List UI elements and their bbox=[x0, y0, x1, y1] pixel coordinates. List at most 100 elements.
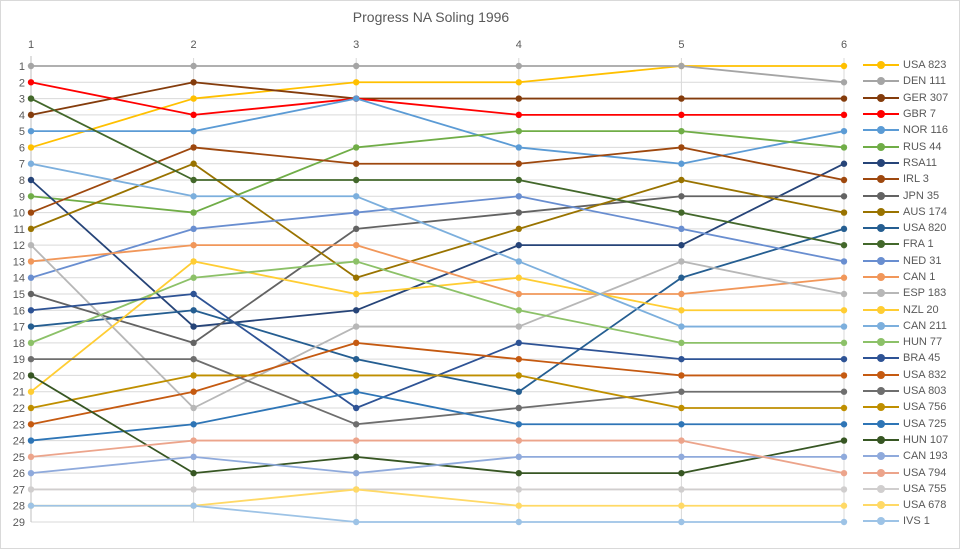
legend-item-den-111[interactable]: DEN 111 bbox=[863, 73, 959, 89]
series-marker-can-1[interactable] bbox=[515, 290, 522, 298]
series-marker-aus-174[interactable] bbox=[678, 176, 685, 184]
series-marker-rus-44[interactable] bbox=[190, 209, 197, 216]
series-marker-can-1[interactable] bbox=[840, 274, 848, 281]
series-marker-nor-116[interactable] bbox=[840, 127, 848, 135]
series-marker-gbr-7[interactable] bbox=[678, 111, 685, 119]
series-marker-aus-174[interactable] bbox=[515, 225, 522, 233]
series-line-can-1[interactable] bbox=[30, 244, 845, 295]
series-line-usa-803[interactable] bbox=[31, 358, 844, 426]
series-marker-irl-3[interactable] bbox=[678, 144, 685, 151]
series-marker-usa-678[interactable] bbox=[840, 502, 848, 509]
series-marker-usa-755[interactable] bbox=[840, 486, 848, 493]
series-marker-usa-794[interactable] bbox=[27, 453, 35, 461]
series-line-hun-77[interactable] bbox=[30, 260, 844, 344]
series-marker-usa-725[interactable] bbox=[678, 421, 685, 428]
legend-item-usa-832[interactable]: USA 832 bbox=[863, 367, 959, 383]
series-marker-usa-803[interactable] bbox=[678, 388, 685, 395]
series-marker-usa-794[interactable] bbox=[840, 469, 848, 477]
legend-item-esp-183[interactable]: ESP 183 bbox=[863, 285, 959, 301]
legend-item-hun-107[interactable]: HUN 107 bbox=[863, 432, 959, 448]
series-line-can-211[interactable] bbox=[30, 162, 844, 328]
series-line-nor-116[interactable] bbox=[31, 97, 845, 165]
series-marker-jpn-35[interactable] bbox=[353, 225, 360, 233]
series-marker-hun-107[interactable] bbox=[678, 469, 685, 477]
series-marker-usa-803[interactable] bbox=[840, 388, 848, 395]
series-marker-hun-77[interactable] bbox=[190, 274, 197, 281]
legend-item-can-1[interactable]: CAN 1 bbox=[863, 269, 959, 285]
series-marker-can-193[interactable] bbox=[353, 469, 360, 477]
series-marker-rsa11[interactable] bbox=[190, 323, 197, 330]
series-marker-usa-678[interactable] bbox=[515, 502, 522, 509]
series-marker-ivs-1[interactable] bbox=[840, 518, 848, 526]
series-marker-ger-307[interactable] bbox=[515, 95, 522, 102]
series-marker-can-193[interactable] bbox=[678, 453, 685, 461]
legend-item-usa-755[interactable]: USA 755 bbox=[863, 481, 959, 497]
series-marker-usa-794[interactable] bbox=[353, 437, 360, 444]
series-marker-usa-755[interactable] bbox=[190, 486, 197, 493]
series-marker-esp-183[interactable] bbox=[515, 323, 522, 330]
series-marker-usa-755[interactable] bbox=[515, 486, 522, 493]
series-marker-bra-45[interactable] bbox=[840, 355, 848, 363]
series-marker-irl-3[interactable] bbox=[515, 160, 522, 167]
series-marker-can-193[interactable] bbox=[190, 453, 197, 461]
series-marker-nor-116[interactable] bbox=[515, 144, 522, 151]
series-marker-usa-756[interactable] bbox=[27, 404, 35, 412]
series-marker-nor-116[interactable] bbox=[27, 127, 35, 135]
series-marker-can-1[interactable] bbox=[678, 290, 685, 298]
series-marker-can-211[interactable] bbox=[353, 193, 360, 200]
series-marker-ned-31[interactable] bbox=[190, 225, 197, 233]
legend-item-fra-1[interactable]: FRA 1 bbox=[863, 236, 959, 252]
series-marker-nzl-20[interactable] bbox=[190, 258, 197, 265]
legend-item-usa-823[interactable]: USA 823 bbox=[863, 57, 959, 73]
series-line-den-111[interactable] bbox=[31, 65, 845, 84]
series-marker-usa-725[interactable] bbox=[353, 388, 360, 395]
series-marker-can-211[interactable] bbox=[840, 323, 848, 330]
series-marker-usa-678[interactable] bbox=[353, 486, 360, 493]
series-marker-usa-756[interactable] bbox=[190, 372, 197, 379]
series-marker-usa-820[interactable] bbox=[515, 388, 522, 395]
series-marker-hun-107[interactable] bbox=[515, 469, 522, 477]
legend-item-rus-44[interactable]: RUS 44 bbox=[863, 138, 959, 154]
series-marker-nzl-20[interactable] bbox=[515, 274, 522, 281]
legend-item-bra-45[interactable]: BRA 45 bbox=[863, 350, 959, 366]
series-marker-usa-803[interactable] bbox=[515, 404, 522, 412]
series-marker-jpn-35[interactable] bbox=[27, 290, 35, 298]
series-marker-hun-77[interactable] bbox=[27, 339, 35, 347]
series-marker-hun-107[interactable] bbox=[840, 437, 848, 444]
series-marker-usa-756[interactable] bbox=[840, 404, 848, 412]
series-line-rsa11[interactable] bbox=[30, 162, 845, 328]
series-marker-hun-107[interactable] bbox=[353, 453, 360, 461]
series-marker-ger-307[interactable] bbox=[840, 95, 848, 102]
series-marker-nzl-20[interactable] bbox=[27, 388, 35, 395]
legend-item-nzl-20[interactable]: NZL 20 bbox=[863, 301, 959, 317]
series-marker-usa-756[interactable] bbox=[353, 372, 360, 379]
series-marker-ned-31[interactable] bbox=[27, 274, 35, 281]
series-marker-ivs-1[interactable] bbox=[515, 518, 522, 526]
series-marker-ned-31[interactable] bbox=[515, 193, 522, 200]
legend-item-can-193[interactable]: CAN 193 bbox=[863, 448, 959, 464]
series-marker-hun-107[interactable] bbox=[190, 469, 197, 477]
series-marker-hun-77[interactable] bbox=[840, 339, 848, 347]
series-marker-esp-183[interactable] bbox=[678, 258, 685, 265]
series-marker-hun-107[interactable] bbox=[27, 372, 35, 379]
series-marker-usa-725[interactable] bbox=[515, 421, 522, 428]
series-marker-usa-803[interactable] bbox=[190, 355, 197, 363]
series-marker-usa-725[interactable] bbox=[840, 421, 848, 428]
series-marker-usa-832[interactable] bbox=[353, 339, 360, 347]
series-marker-rus-44[interactable] bbox=[678, 127, 685, 135]
series-marker-ned-31[interactable] bbox=[353, 209, 360, 216]
legend-item-ger-307[interactable]: GER 307 bbox=[863, 90, 959, 106]
series-marker-fra-1[interactable] bbox=[515, 176, 522, 184]
legend-item-usa-794[interactable]: USA 794 bbox=[863, 464, 959, 480]
series-marker-esp-183[interactable] bbox=[840, 290, 848, 298]
legend-item-usa-725[interactable]: USA 725 bbox=[863, 416, 959, 432]
series-line-usa-756[interactable] bbox=[30, 374, 844, 409]
series-marker-usa-725[interactable] bbox=[190, 421, 197, 428]
series-marker-bra-45[interactable] bbox=[678, 355, 685, 363]
series-marker-bra-45[interactable] bbox=[353, 404, 360, 412]
series-line-fra-1[interactable] bbox=[30, 97, 845, 247]
series-marker-fra-1[interactable] bbox=[840, 241, 848, 249]
series-marker-usa-823[interactable] bbox=[353, 79, 360, 86]
series-marker-ivs-1[interactable] bbox=[27, 502, 35, 509]
legend-item-jpn-35[interactable]: JPN 35 bbox=[863, 187, 959, 203]
